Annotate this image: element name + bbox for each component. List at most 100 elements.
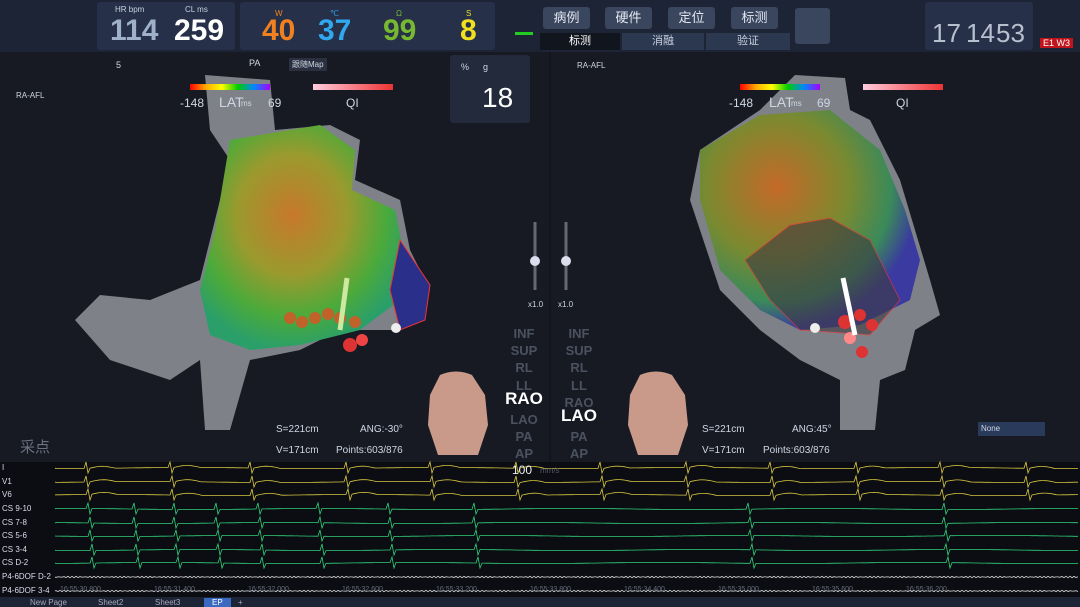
time-stamp: 16:55:30.800 [60, 586, 101, 593]
map-name[interactable]: RA-AFL [577, 61, 606, 70]
channel-label: CS 9-10 [2, 504, 32, 513]
time-stamp: 16:55:32.000 [248, 586, 289, 593]
view-option[interactable]: SUP [510, 343, 538, 359]
follow-map[interactable]: 跟随Map [289, 58, 327, 71]
qi-bar [863, 84, 943, 90]
toolbar-value: 5 [116, 60, 122, 70]
view-option[interactable]: SUP [565, 343, 593, 359]
heart-map [200, 125, 405, 350]
view-option[interactable]: AP [569, 446, 589, 462]
qi-label: QI [346, 96, 359, 110]
channel-label: CS 3-4 [2, 545, 27, 554]
view-option[interactable]: LL [571, 377, 587, 393]
abl-label: S [466, 9, 472, 18]
view-option[interactable]: RL [515, 360, 533, 376]
add-tab[interactable]: + [238, 598, 243, 607]
time-stamp: 16:55:31.400 [154, 586, 195, 593]
sheet-tab[interactable]: EP [204, 598, 231, 607]
nav-button[interactable]: 标测 [731, 7, 778, 29]
tab[interactable]: 标测 [540, 33, 620, 50]
zoom-knob[interactable] [561, 256, 571, 266]
surface-value: =221cm [708, 424, 745, 435]
ecg-trace [54, 575, 1079, 579]
lat-max: 69 [817, 96, 831, 110]
zoom-knob[interactable] [530, 256, 540, 266]
heart-button[interactable] [795, 8, 830, 44]
view-option[interactable]: LAO [561, 406, 597, 425]
view-option[interactable]: AP [514, 446, 534, 462]
ablation-panel [240, 2, 495, 50]
clock-sec: 53 [996, 18, 1025, 48]
view-option[interactable]: INF [568, 326, 590, 341]
ecg-trace [54, 460, 1078, 475]
lat-label: LAT [769, 94, 794, 110]
time-stamp: 16:55:35.000 [718, 586, 759, 593]
view-option[interactable]: LL [516, 377, 532, 393]
abl-label: ℃ [330, 9, 339, 18]
marker [391, 323, 401, 333]
lat-unit: ms [241, 99, 252, 108]
dropdown[interactable]: None [978, 422, 1045, 436]
time-stamp: 16:55:33.200 [436, 586, 477, 593]
vital-label: HR bpm [115, 5, 145, 14]
time-stamp: 16:55:33.800 [530, 586, 571, 593]
view-option[interactable]: PA [570, 429, 588, 445]
map-name[interactable]: RA-AFL [16, 91, 45, 100]
view-option[interactable]: LAO [510, 412, 538, 427]
sheet-tab[interactable]: Sheet2 [98, 598, 124, 607]
surface-label: S [702, 424, 709, 435]
view-option[interactable]: RL [570, 360, 588, 376]
volume-label: V [702, 445, 709, 456]
ecg-trace [54, 542, 1078, 557]
sheet-tab[interactable]: New Page [30, 598, 67, 607]
force-unit: g [483, 62, 489, 72]
ecg-trace [54, 589, 1079, 593]
ecg-trace [54, 515, 1078, 530]
zoom-label: x1.0 [558, 300, 574, 309]
channel-label: V1 [2, 477, 12, 486]
marker [810, 323, 820, 333]
abl-value: 40 [262, 14, 296, 47]
tab[interactable]: 消融 [622, 33, 704, 50]
view-option[interactable]: INF [513, 326, 535, 341]
abl-label: W [275, 9, 283, 18]
catheter [840, 277, 858, 336]
qi-bar [313, 84, 393, 90]
view-option[interactable]: RAO [505, 388, 543, 408]
channel-label: V6 [2, 490, 12, 499]
nav-button[interactable]: 病例 [543, 7, 590, 29]
status-led [515, 32, 533, 35]
surface-value: =221cm [282, 424, 319, 435]
points: Points:603/876 [763, 445, 830, 456]
lat-label: LAT [219, 94, 244, 110]
qi-label: QI [896, 96, 909, 110]
clock-hour: 17 [932, 18, 961, 48]
points: Points:603/876 [336, 445, 403, 456]
vital-label: CL ms [185, 5, 208, 14]
lat-bar [740, 84, 820, 90]
abl-value: 37 [318, 14, 352, 47]
vitals-panel [97, 2, 235, 50]
zoom-label: x1.0 [528, 300, 544, 309]
projection[interactable]: PA [249, 58, 261, 68]
nav-button[interactable]: 硬件 [605, 7, 652, 29]
time-stamp: 16:55:34.400 [624, 586, 665, 593]
ecg-trace [54, 487, 1078, 502]
nav-button[interactable]: 定位 [668, 7, 715, 29]
sweep-unit: mm/s [540, 466, 560, 475]
abl-value: 99 [383, 14, 417, 47]
tab[interactable]: 验证 [706, 33, 790, 50]
channel-label: I [2, 463, 5, 472]
view-option[interactable]: RAO [564, 394, 594, 410]
torso [628, 371, 688, 455]
volume-value: =171cm [708, 445, 745, 456]
force-percent: % [461, 62, 470, 72]
sheet-tab[interactable]: Sheet3 [155, 598, 181, 607]
ecg-traces [54, 460, 1079, 593]
ecg-trace [54, 528, 1078, 543]
collect-button[interactable]: 采点 [20, 439, 51, 456]
ecg-trace [54, 501, 1078, 516]
heart-region [389, 238, 431, 331]
view-option[interactable]: PA [515, 429, 533, 445]
